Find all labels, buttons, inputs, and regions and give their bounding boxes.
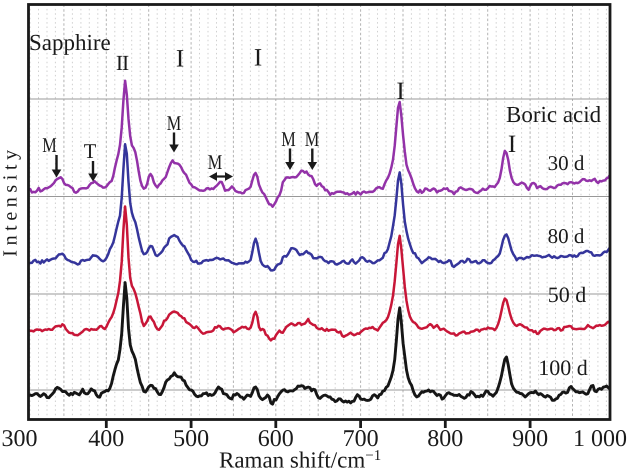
svg-text:Intensity: Intensity [0, 145, 22, 256]
svg-text:500: 500 [173, 426, 209, 452]
svg-text:80 d: 80 d [548, 224, 585, 248]
svg-text:800: 800 [427, 426, 463, 452]
svg-text:700: 700 [343, 426, 379, 452]
svg-text:Raman shift/cm−1: Raman shift/cm−1 [219, 448, 381, 470]
svg-text:M: M [305, 127, 320, 151]
svg-text:Boric acid: Boric acid [506, 102, 602, 127]
svg-text:900: 900 [512, 426, 548, 452]
svg-text:II: II [116, 51, 129, 75]
svg-text:M: M [167, 111, 182, 135]
svg-text:M: M [281, 127, 296, 151]
svg-text:I: I [176, 46, 184, 73]
svg-text:50 d: 50 d [548, 282, 587, 307]
svg-text:400: 400 [88, 426, 124, 452]
svg-text:300: 300 [2, 426, 38, 452]
svg-text:M: M [42, 133, 57, 157]
svg-text:1 000: 1 000 [573, 426, 627, 452]
svg-text:Sapphire: Sapphire [29, 30, 111, 55]
svg-text:100 d: 100 d [538, 355, 588, 380]
svg-text:I: I [254, 45, 262, 72]
svg-text:600: 600 [258, 426, 294, 452]
svg-text:I: I [508, 131, 516, 158]
svg-text:I: I [396, 78, 404, 105]
svg-text:M: M [208, 150, 223, 174]
svg-text:T: T [84, 139, 97, 163]
svg-text:30 d: 30 d [548, 151, 585, 175]
